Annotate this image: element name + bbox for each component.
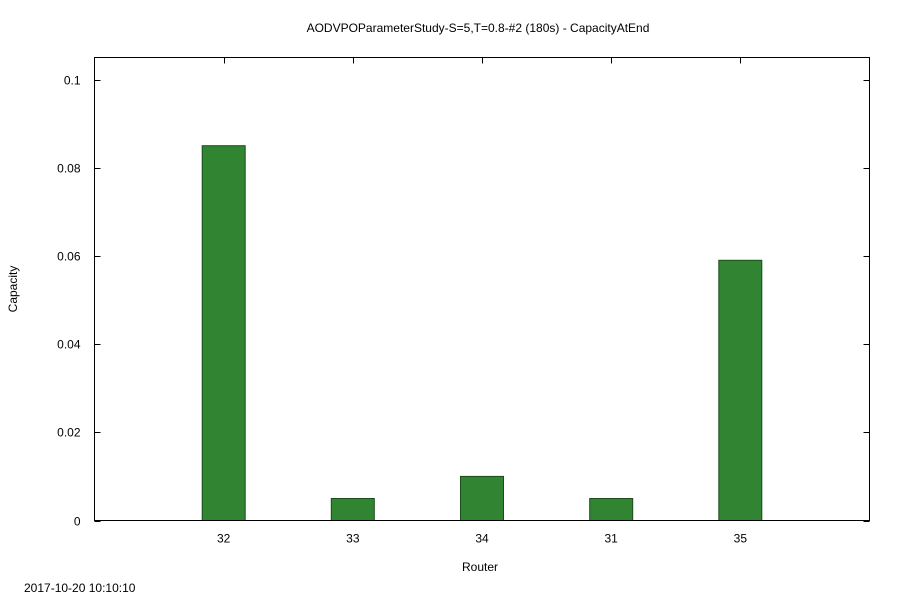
x-tick-label: 34 xyxy=(475,532,489,546)
x-tick-label: 32 xyxy=(217,532,231,546)
timestamp: 2017-10-20 10:10:10 xyxy=(24,581,136,595)
bar-31 xyxy=(589,498,634,521)
bars-group xyxy=(201,145,763,521)
y-tick-label: 0.08 xyxy=(57,162,81,176)
y-tick-label: 0.02 xyxy=(57,426,81,440)
bar-35 xyxy=(718,259,763,521)
x-axis-label: Router xyxy=(462,560,498,574)
y-tick-label: 0.04 xyxy=(57,338,81,352)
plot-frame xyxy=(94,57,870,521)
bar-33 xyxy=(330,498,375,521)
x-tick-label: 31 xyxy=(604,532,618,546)
bar-32 xyxy=(201,145,246,521)
x-tick-label: 35 xyxy=(734,532,748,546)
y-tick-label: 0.1 xyxy=(64,74,81,88)
y-axis: 0 0.02 0.04 0.06 0.08 0.1 xyxy=(57,74,870,529)
y-axis-label: Capacity xyxy=(6,266,20,313)
x-axis: 32 33 34 31 35 xyxy=(217,57,748,546)
bar-34 xyxy=(460,475,504,521)
y-tick-label: 0.06 xyxy=(57,250,81,264)
x-tick-label: 33 xyxy=(346,532,360,546)
chart-title: AODVPOParameterStudy-S=5,T=0.8-#2 (180s)… xyxy=(307,21,650,35)
y-tick-label: 0 xyxy=(74,515,81,529)
